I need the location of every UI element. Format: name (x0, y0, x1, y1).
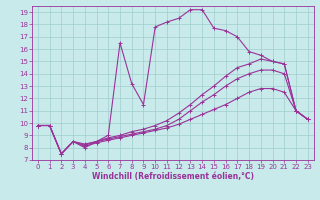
X-axis label: Windchill (Refroidissement éolien,°C): Windchill (Refroidissement éolien,°C) (92, 172, 254, 181)
